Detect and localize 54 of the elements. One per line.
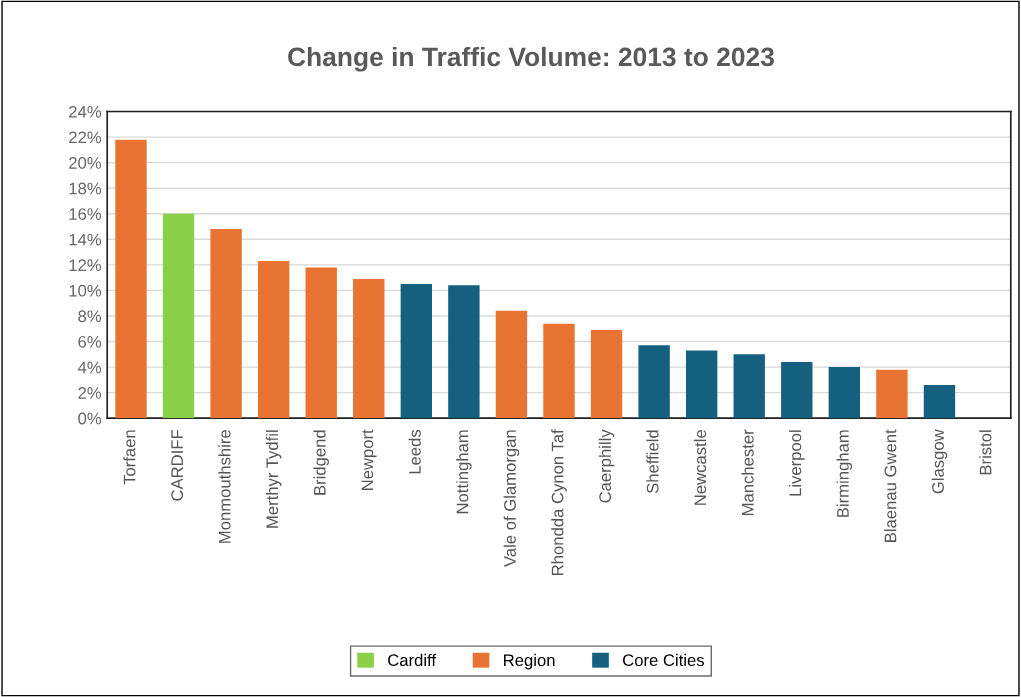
x-tick-label: Nottingham [456, 430, 472, 514]
bar [448, 285, 480, 419]
y-tick-label: 14% [69, 233, 102, 246]
x-tick-label: Newport [361, 429, 377, 490]
x-tick-label: Caerphilly [598, 429, 615, 503]
y-tick-label: 0% [78, 412, 102, 425]
x-tick-label: Bridgend [313, 430, 329, 495]
bar [162, 213, 195, 419]
x-tick-label: Manchester [741, 429, 754, 516]
bar [495, 310, 528, 419]
bar [590, 330, 623, 419]
bar [115, 139, 147, 419]
x-tick-label: Rhondda Cynon Taf [551, 429, 567, 575]
legend-label: Region [504, 653, 555, 670]
bar [685, 350, 718, 419]
x-tick-label: Sheffield [646, 430, 659, 494]
y-tick-label: 8% [78, 310, 102, 323]
x-tick-label: Bristol [979, 430, 992, 475]
bar [543, 323, 575, 419]
x-tick-label: Vale of Glamorgan [503, 430, 520, 567]
x-tick-label: Blaenau Gwent [884, 429, 897, 542]
bar [353, 278, 385, 419]
bar [257, 261, 290, 419]
bar [400, 284, 433, 419]
y-tick-label: 22% [69, 131, 102, 144]
y-tick-label: 10% [69, 284, 102, 297]
y-tick-label: 6% [78, 335, 102, 348]
y-tick-label: 18% [69, 182, 102, 195]
y-tick-label: 20% [69, 157, 102, 169]
bar [638, 345, 670, 419]
y-tick-label: 12% [69, 259, 102, 271]
x-tick-label: Birmingham [836, 430, 853, 517]
bar [305, 267, 337, 419]
legend-label: Cardiff [388, 653, 437, 667]
x-tick-label: Glasgow [931, 429, 948, 494]
bar [781, 361, 813, 419]
bar [876, 369, 908, 419]
y-tick-label: 16% [69, 208, 102, 220]
x-tick-label: Liverpool [789, 430, 805, 496]
bar [210, 229, 242, 419]
x-tick-label: Newcastle [693, 430, 707, 505]
bar [828, 367, 861, 419]
bar [923, 384, 956, 419]
y-tick-label: 2% [78, 387, 102, 399]
x-tick-label: CARDIFF [171, 429, 184, 501]
x-tick-label: Torfaen [123, 430, 136, 485]
x-tick-label: Monmouthshire [218, 430, 231, 543]
legend-label: Core Cities [623, 653, 704, 667]
y-tick-label: 4% [77, 361, 102, 374]
chart-title: Change in Traffic Volume: 2013 to 2023 [288, 46, 774, 72]
x-tick-label: Leeds [408, 429, 421, 474]
bar [733, 354, 765, 419]
y-tick-label: 24% [69, 105, 102, 118]
x-tick-label: Merthyr Tydfil [265, 430, 282, 528]
